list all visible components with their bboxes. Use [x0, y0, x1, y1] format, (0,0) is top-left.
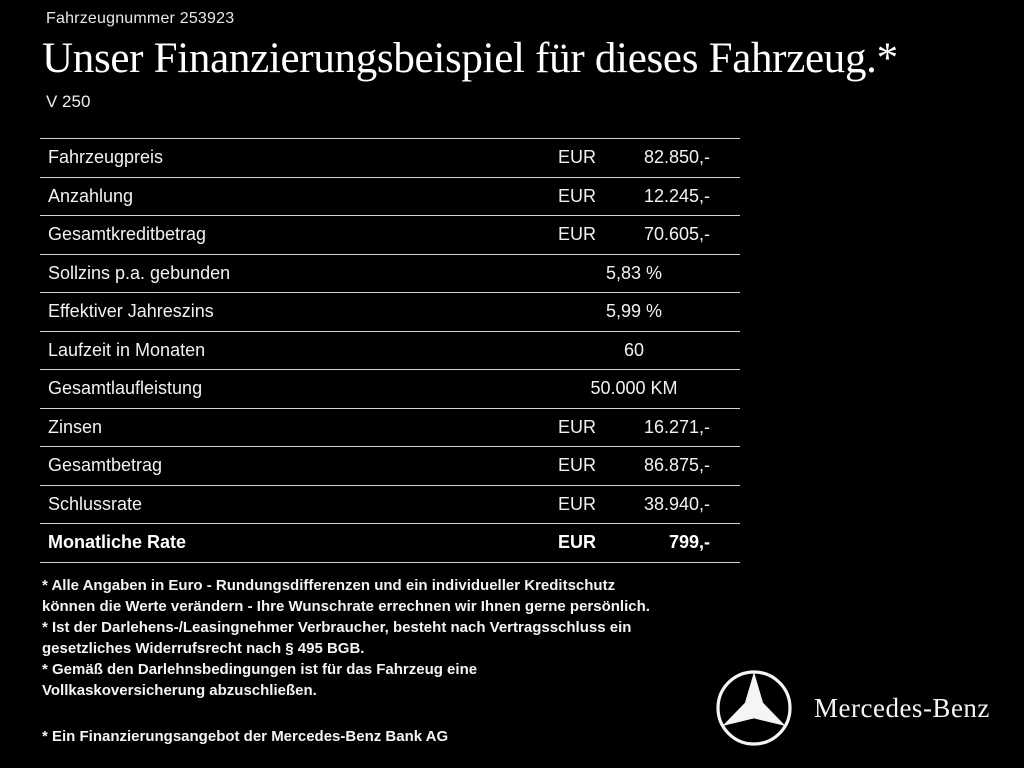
- row-value: 5,83 %: [605, 262, 663, 283]
- table-row: Gesamtlaufleistung 50.000 KM: [40, 369, 740, 408]
- footnotes: * Alle Angaben in Euro - Rundungsdiffere…: [42, 575, 762, 747]
- page-title: Unser Finanzierungsbeispiel für dieses F…: [42, 35, 898, 82]
- row-value: 799,-: [668, 532, 710, 553]
- row-label: Fahrzeugpreis: [48, 147, 164, 168]
- row-label: Effektiver Jahreszins: [48, 301, 214, 322]
- row-label: Monatliche Rate: [48, 532, 187, 553]
- table-row-monthly-rate: Monatliche Rate EUR 799,-: [40, 523, 740, 563]
- row-currency: EUR: [558, 147, 597, 168]
- footnote: * Alle Angaben in Euro - Rundungsdiffere…: [42, 577, 650, 615]
- row-label: Schlussrate: [48, 493, 143, 514]
- row-currency: EUR: [558, 224, 597, 245]
- row-label: Gesamtlaufleistung: [48, 378, 203, 399]
- table-row: Laufzeit in Monaten 60: [40, 330, 740, 370]
- brand-name: Mercedes-Benz: [814, 692, 990, 723]
- row-label: Gesamtkreditbetrag: [48, 224, 207, 245]
- footnote: * Ist der Darlehens-/Leasingnehmer Verbr…: [42, 619, 632, 657]
- row-value: 70.605,-: [643, 224, 710, 245]
- row-currency: EUR: [558, 532, 597, 553]
- table-row: Gesamtkreditbetrag EUR 70.605,-: [40, 215, 740, 254]
- row-value: 38.940,-: [643, 493, 710, 514]
- row-label: Laufzeit in Monaten: [48, 339, 206, 360]
- row-label: Gesamtbetrag: [48, 455, 163, 476]
- footnote: * Gemäß den Darlehnsbedingungen ist für …: [42, 661, 478, 699]
- row-label: Zinsen: [48, 416, 103, 437]
- table-row: Effektiver Jahreszins 5,99 %: [40, 292, 740, 331]
- row-value: 16.271,-: [643, 416, 710, 437]
- table-row: Anzahlung EUR 12.245,-: [40, 176, 740, 216]
- row-value: 12.245,-: [643, 185, 710, 206]
- mercedes-star-icon: [714, 668, 794, 748]
- row-currency: EUR: [558, 493, 597, 514]
- row-value: 60: [623, 339, 645, 360]
- finance-table: Fahrzeugpreis EUR 82.850,- Anzahlung EUR 1…: [40, 138, 740, 563]
- table-row: Fahrzeugpreis EUR 82.850,-: [40, 138, 740, 177]
- row-currency: EUR: [558, 455, 597, 476]
- row-currency: EUR: [558, 416, 597, 437]
- row-value: 5,99 %: [605, 301, 663, 322]
- footnote-bank: * Ein Finanzierungsangebot der Mercedes-…: [42, 728, 449, 745]
- row-label: Anzahlung: [48, 185, 134, 206]
- table-row: Gesamtbetrag EUR 86.875,-: [40, 446, 740, 485]
- table-row: Schlussrate EUR 38.940,-: [40, 484, 740, 524]
- row-currency: EUR: [558, 185, 597, 206]
- row-value: 50.000 KM: [590, 378, 678, 399]
- brand-block: Mercedes-Benz: [714, 668, 990, 748]
- row-label: Sollzins p.a. gebunden: [48, 262, 231, 283]
- row-value: 86.875,-: [643, 455, 710, 476]
- model-name: V 250: [46, 92, 91, 111]
- vehicle-number: Fahrzeugnummer 253923: [46, 10, 235, 27]
- row-value: 82.850,-: [643, 147, 710, 168]
- table-row: Zinsen EUR 16.271,-: [40, 407, 740, 447]
- table-row: Sollzins p.a. gebunden 5,83 %: [40, 253, 740, 293]
